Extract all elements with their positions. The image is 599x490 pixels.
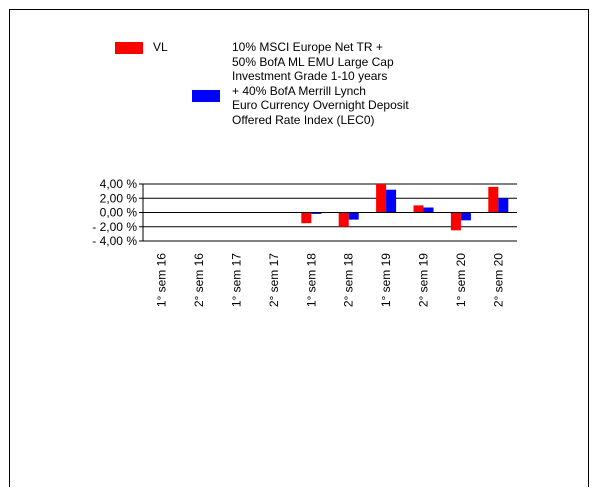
x-tick-label-5: 2° sem 18 (342, 253, 356, 307)
bar-series1-cat7 (423, 207, 434, 213)
y-tick-label-3: - 2,00 % (92, 220, 137, 234)
x-tick-label-7: 2° sem 19 (417, 253, 431, 307)
legend-label-benchmark: 10% MSCI Europe Net TR + 50% BofA ML EMU… (232, 40, 409, 127)
x-tick-label-3: 2° sem 17 (267, 253, 281, 307)
bar-series0-cat4 (301, 212, 312, 224)
bar-series0-cat5 (338, 212, 349, 227)
x-tick-label-9: 2° sem 20 (491, 253, 505, 307)
bar-series1-cat6 (386, 189, 397, 213)
bar-series1-cat9 (498, 198, 509, 213)
x-tick-label-4: 1° sem 18 (304, 253, 318, 307)
legend-label-vl: VL (153, 40, 168, 54)
x-tick-label-6: 1° sem 19 (379, 253, 393, 307)
y-tick-label-2: 0,00 % (100, 206, 138, 220)
x-tick-label-0: 1° sem 16 (155, 253, 169, 307)
bar-series1-cat4 (311, 212, 322, 214)
bar-series0-cat6 (376, 184, 387, 213)
bar-series0-cat7 (413, 205, 424, 213)
y-tick-label-1: 2,00 % (100, 191, 138, 205)
x-tick-label-2: 1° sem 17 (230, 253, 244, 307)
legend-swatch-benchmark (192, 90, 220, 102)
y-tick-label-4: - 4,00 % (92, 234, 137, 248)
legend-swatch-vl (115, 42, 143, 54)
bar-series0-cat8 (450, 212, 461, 231)
y-tick-label-0: 4,00 % (100, 177, 138, 191)
x-tick-label-1: 2° sem 16 (192, 253, 206, 307)
bar-series0-cat9 (488, 186, 499, 213)
bar-series1-cat8 (460, 212, 471, 221)
bar-series1-cat5 (348, 212, 359, 220)
x-tick-label-8: 1° sem 20 (454, 253, 468, 307)
chart-frame (9, 9, 589, 487)
